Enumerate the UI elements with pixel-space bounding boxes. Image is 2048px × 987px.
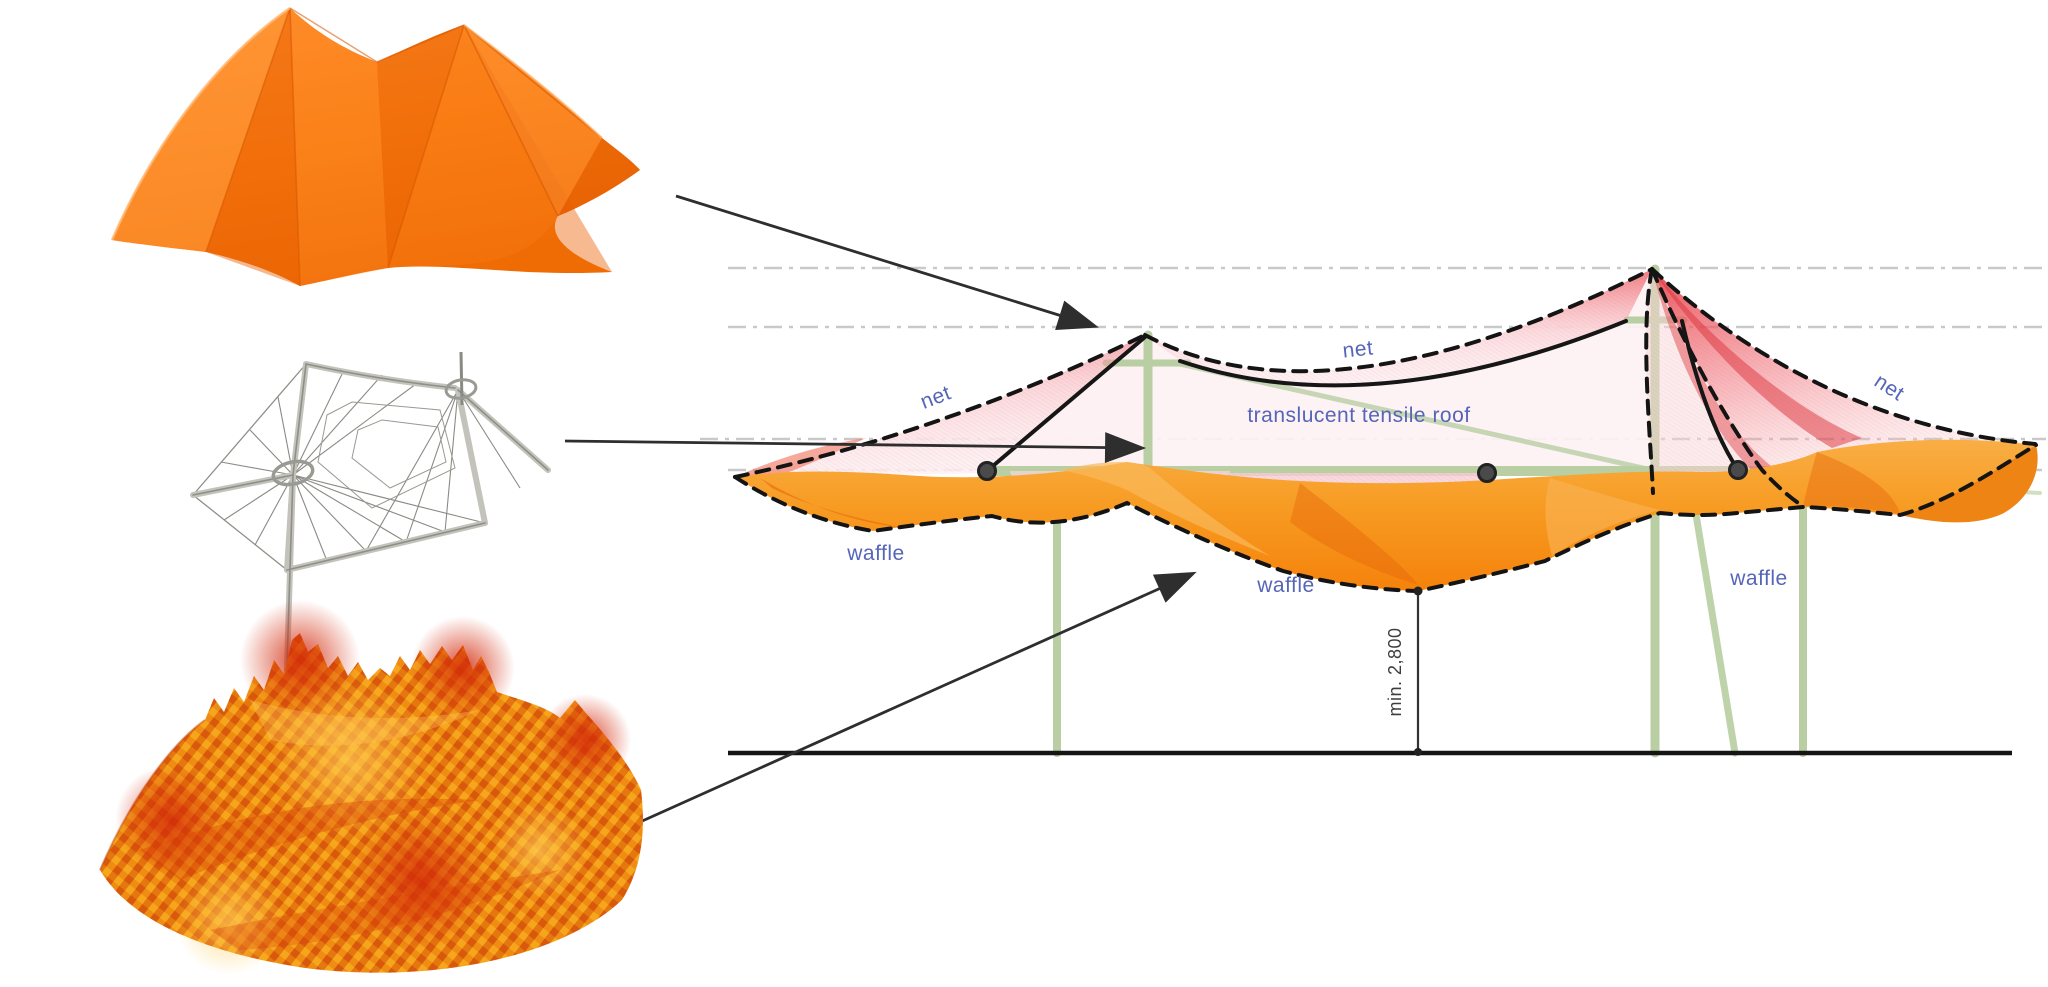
wireframe-hub-ring: [444, 378, 478, 400]
arrow-waffle-to-section: [639, 571, 1197, 824]
render-waffle-image: [99, 600, 643, 975]
waffle-render-outline: [99, 719, 206, 871]
waffle-edge-dashed: [733, 443, 2038, 594]
translucent-roof-field: [987, 269, 1655, 471]
dimension-dot: [1413, 586, 1423, 596]
wireframe-web-rings: [317, 401, 456, 509]
canopy-facets: [112, 8, 640, 286]
waffle-surface: [735, 439, 2036, 591]
net-edge-dashed: [1650, 267, 1805, 508]
waffle-band: [735, 439, 2038, 591]
node: [1477, 463, 1497, 483]
wireframe-hub-ring: [271, 459, 315, 487]
arrow-wireframe-to-section: [564, 432, 1147, 463]
section-labels: net net net translucent tensile roof waf…: [846, 336, 1908, 597]
brace: [1688, 486, 1739, 757]
canopy-facet: [112, 8, 290, 252]
wireframe-perimeter: [192, 363, 486, 571]
net-edge-dashed: [1650, 267, 2037, 446]
waffle-fold: [1545, 478, 1660, 556]
dimension: min. 2,800: [1385, 586, 1423, 756]
canopy-facet: [558, 138, 640, 216]
canopy-facet: [464, 25, 612, 272]
canopy-facet: [464, 25, 602, 216]
wireframe-tube-edges: [192, 363, 549, 698]
render-canopy-image: [110, 6, 640, 287]
label-net-middle: net: [1341, 336, 1374, 362]
node: [977, 461, 997, 481]
canopy-rim-highlight: [110, 6, 291, 241]
wireframe-rays-right-hub: [365, 389, 543, 552]
label-net-left: net: [917, 381, 954, 413]
waffle-fold: [1803, 452, 1900, 514]
canopy-seams: [205, 7, 603, 287]
label-roof: translucent tensile roof: [1247, 404, 1470, 427]
annotation-arrows: [564, 194, 1197, 824]
dimension-dot: [1414, 748, 1422, 756]
arrow-canopy-to-section: [675, 194, 1099, 331]
net-edge-dashed: [1143, 267, 1654, 374]
canopy-rim-highlight: [463, 24, 603, 139]
label-waffle-left: waffle: [846, 542, 904, 565]
render-wireframe-image: [190, 351, 551, 700]
connection-nodes: [977, 460, 1748, 483]
canopy-facet: [206, 8, 300, 286]
dimension-label: min. 2,800: [1385, 627, 1405, 716]
net-edge-dashed: [733, 333, 1147, 479]
net-fold: [1652, 269, 1862, 448]
waffle-render-shading: [115, 600, 631, 975]
net-edge-dashed: [1644, 267, 1655, 495]
ridge-cables: [985, 319, 1740, 473]
canopy-facet: [388, 25, 558, 268]
label-net-right: net: [1870, 370, 1908, 406]
canopy-facet: [290, 8, 388, 286]
label-waffle-right: waffle: [1729, 567, 1787, 590]
node: [1728, 460, 1748, 480]
section-drawing: min. 2,800: [728, 264, 2042, 758]
waffle-fold: [1060, 461, 1270, 556]
outline-dashed: [733, 267, 2038, 594]
canopy-facet: [377, 25, 464, 268]
label-waffle-middle: waffle: [1256, 574, 1314, 597]
waffle-fold: [1290, 483, 1418, 585]
wireframe-rays-left-hub: [192, 363, 486, 571]
